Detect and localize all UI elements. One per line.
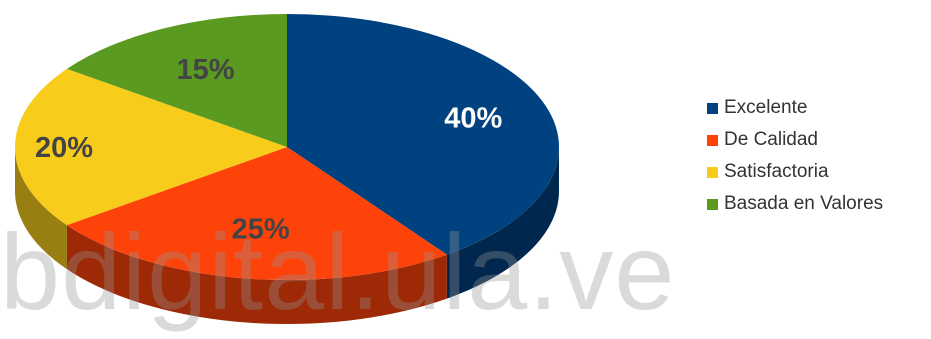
- legend-swatch: [707, 198, 718, 210]
- pie-data-labels: 40% 25% 20% 15%: [35, 54, 503, 246]
- pie-slice-side: [15, 147, 67, 270]
- legend-swatch: [707, 134, 718, 146]
- legend-label: Basada en Valores: [724, 193, 884, 214]
- pie-slice-side: [446, 147, 559, 299]
- pie-slice-satisfactoria: [14, 68, 288, 226]
- pie-slice-basada-en-valores: [66, 13, 287, 147]
- data-label: 25%: [232, 213, 290, 245]
- pie-slice-excelente: [287, 14, 560, 255]
- legend-item-satisfactoria: Satisfactoria: [707, 156, 883, 188]
- legend-item-basada-en-valores: Basada en Valores: [707, 188, 883, 220]
- legend-label: Excelente: [724, 97, 808, 118]
- legend-swatch: [707, 166, 718, 178]
- pie-top-faces: [14, 13, 560, 281]
- chart-legend: Excelente De Calidad Satisfactoria Basad…: [707, 92, 883, 220]
- data-label: 40%: [444, 102, 502, 134]
- data-label: 15%: [176, 54, 234, 86]
- legend-item-de-calidad: De Calidad: [707, 124, 883, 156]
- legend-item-excelente: Excelente: [707, 92, 883, 124]
- legend-label: De Calidad: [724, 129, 818, 150]
- pie-slice-de-calidad: [66, 147, 447, 281]
- pie-slice-side: [66, 225, 447, 324]
- data-label: 20%: [35, 132, 93, 164]
- pie-side-walls: [15, 147, 559, 324]
- legend-swatch: [707, 102, 718, 114]
- legend-label: Satisfactoria: [724, 161, 829, 182]
